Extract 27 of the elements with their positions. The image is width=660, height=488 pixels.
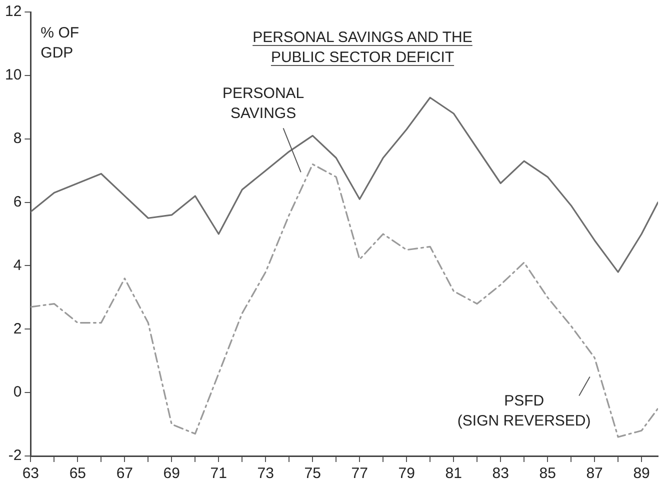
x-tick-label: 71 <box>210 465 227 482</box>
x-tick-label: 89 <box>633 465 650 482</box>
line-series <box>30 163 658 438</box>
x-tick-label: 69 <box>163 465 180 482</box>
x-tick-label: 77 <box>351 465 368 482</box>
y-tick-label: 8 <box>13 130 22 147</box>
x-tick-label: 75 <box>304 465 321 482</box>
y-tick-label: 0 <box>13 384 22 401</box>
x-tick-label: 85 <box>539 465 556 482</box>
text: PERSONAL SAVINGS AND THE PUBLIC SECTOR DEFICIT <box>252 28 474 68</box>
series-label: PSFD (SIGN REVERSED) <box>457 392 591 430</box>
x-tick-label: 63 <box>22 465 40 482</box>
y-tick-label: 12 <box>4 3 22 20</box>
series-label: PERSONAL SAVINGS <box>222 84 304 122</box>
x-tick-label: 73 <box>257 465 274 482</box>
x-tick-label: 79 <box>398 465 415 482</box>
x-tick-label: 65 <box>69 465 86 482</box>
x-tick-label: 83 <box>492 465 509 482</box>
y-tick-label: -2 <box>8 447 22 464</box>
x-tick-label: 81 <box>445 465 462 482</box>
x-tick-label: 67 <box>116 465 134 482</box>
x-tick-label: 87 <box>586 465 603 482</box>
y-tick-label: 10 <box>4 66 22 84</box>
y-axis-title: % OF GDP <box>40 24 80 62</box>
y-tick-label: 6 <box>13 193 22 210</box>
y-tick-label: 2 <box>13 320 22 338</box>
y-tick-label: 4 <box>13 256 22 274</box>
